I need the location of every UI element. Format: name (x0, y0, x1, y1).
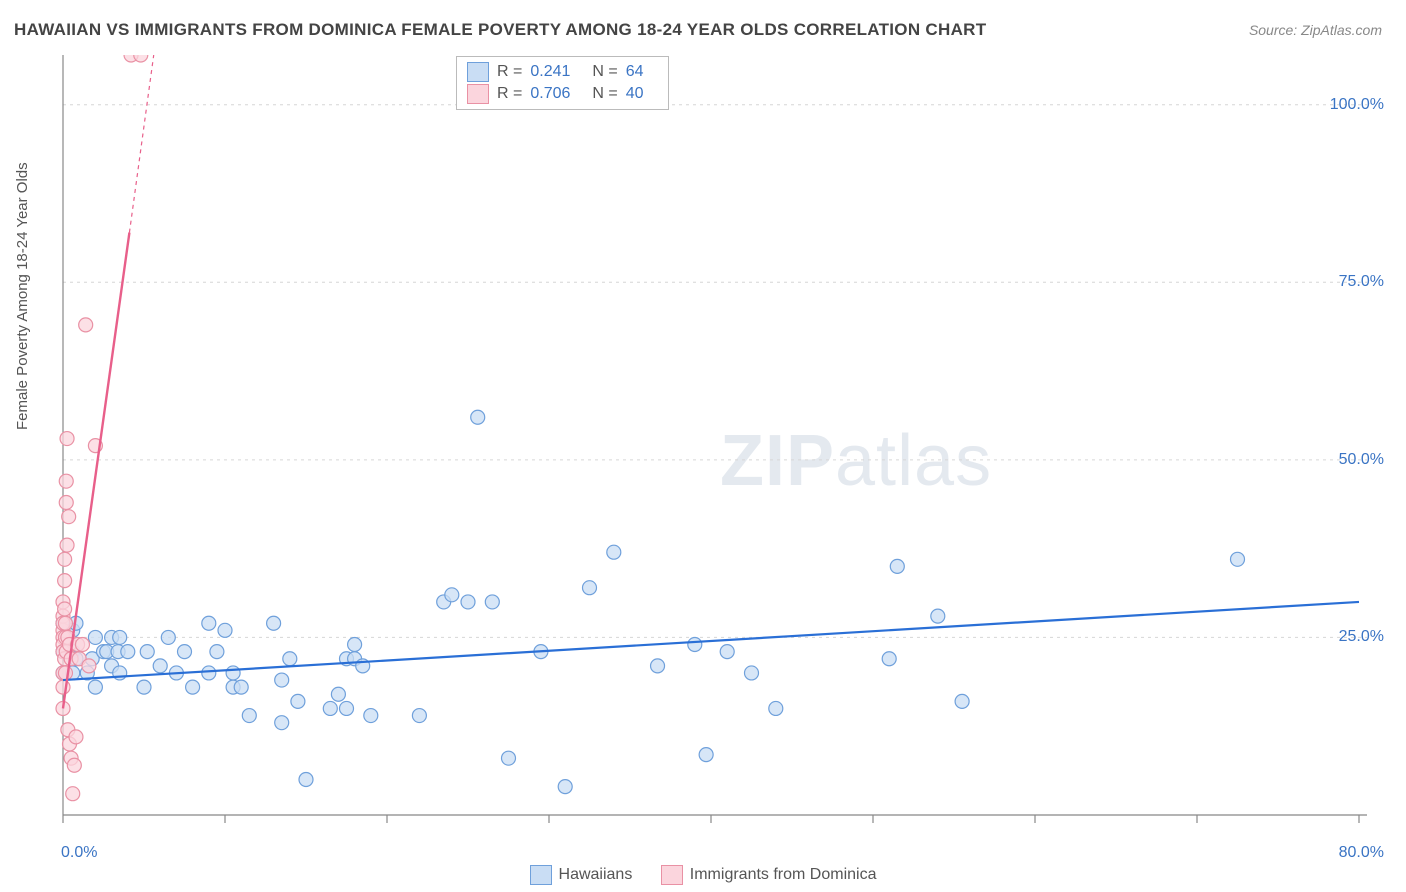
source-attribution: Source: ZipAtlas.com (1249, 22, 1382, 38)
legend-n-label: N = (592, 63, 617, 81)
correlation-legend: R = 0.241 N = 64 R = 0.706 N = 40 (456, 56, 669, 110)
y-tick-label: 50.0% (1339, 451, 1384, 469)
y-tick-label: 25.0% (1339, 628, 1384, 646)
legend-r-value: 0.706 (530, 85, 570, 103)
legend-r-label: R = (497, 63, 522, 81)
legend-row: R = 0.706 N = 40 (467, 83, 658, 105)
legend-row: R = 0.241 N = 64 (467, 61, 658, 83)
legend-n-value: 40 (626, 85, 644, 103)
chart-title: HAWAIIAN VS IMMIGRANTS FROM DOMINICA FEM… (14, 20, 986, 40)
legend-swatch-pink (467, 84, 489, 104)
y-tick-label: 75.0% (1339, 273, 1384, 291)
legend-swatch-blue (467, 62, 489, 82)
legend-label: Immigrants from Dominica (690, 866, 877, 884)
legend-n-label: N = (592, 85, 617, 103)
legend-n-value: 64 (626, 63, 644, 81)
legend-item: Hawaiians (530, 865, 633, 885)
chart-svg (55, 55, 1373, 835)
legend-r-value: 0.241 (530, 63, 570, 81)
x-tick-label: 0.0% (61, 844, 97, 862)
legend-swatch-pink (661, 865, 683, 885)
y-axis-label: Female Poverty Among 18-24 Year Olds (14, 162, 31, 430)
scatter-chart (55, 55, 1373, 835)
y-tick-label: 100.0% (1330, 96, 1384, 114)
legend-swatch-blue (530, 865, 552, 885)
legend-label: Hawaiians (559, 866, 633, 884)
x-tick-label: 80.0% (1339, 844, 1384, 862)
legend-r-label: R = (497, 85, 522, 103)
series-legend: Hawaiians Immigrants from Dominica (0, 865, 1406, 890)
legend-item: Immigrants from Dominica (661, 865, 877, 885)
